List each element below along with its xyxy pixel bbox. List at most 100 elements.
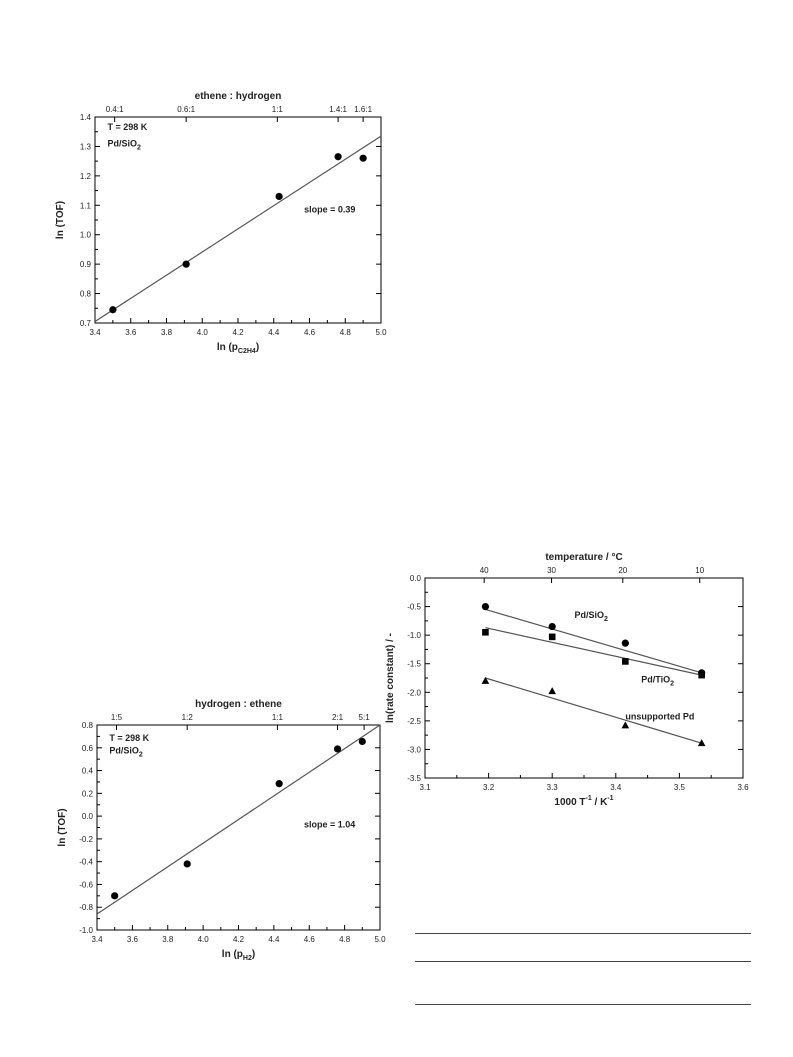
top-tick-label: 30 [547,566,556,575]
annotation: T = 298 K [108,122,148,132]
y-tick-label: 1.3 [80,142,92,151]
annotation-sub: 2 [670,681,674,688]
y-tick-label: 0.2 [82,789,94,798]
y-tick-label: 1.0 [80,231,92,240]
y-tick-label: -2.5 [407,717,421,726]
annotation-text: slope = 1.04 [304,820,355,830]
data-point-circle [111,892,119,900]
annotation: Pd/TiO2 [641,675,674,688]
y-axis-title: ln (TOF) [57,808,68,846]
top-axis-title: hydrogen : ethene [195,699,282,710]
annotation-text: T = 298 K [109,733,149,743]
annotation-text: Pd/SiO [108,138,138,148]
y-tick-label: 0.9 [80,260,92,269]
data-point-square [548,633,556,641]
x-axis-title-close: ) [252,949,255,960]
table-row [415,962,751,1005]
data-point-triangle [697,739,706,747]
y-tick-label: 0.8 [80,290,92,299]
annotation-sub: 2 [139,751,143,758]
x-axis-title-main: ln (p [222,949,243,960]
y-tick-label: 0.8 [82,721,94,730]
top-tick-label: 0.6:1 [177,105,195,114]
top-axis-title: ethene : hydrogen [195,91,282,102]
x-tick-label: 4.8 [339,935,351,944]
x-axis-title-unit-sup: -1 [607,795,613,802]
x-tick-label: 3.3 [547,783,559,792]
x-axis-title-main: 1000 T [554,797,585,808]
annotation: slope = 0.39 [304,205,355,215]
top-tick-label: 20 [618,566,627,575]
top-tick-label: 1:5 [111,713,123,722]
annotation-text: T = 298 K [108,122,148,132]
top-tick-label: 2:1 [332,713,344,722]
y-tick-label: 1.2 [80,172,92,181]
y-tick-label: 1.4 [80,113,92,122]
data-point-square [482,628,489,636]
top-tick-label: 1:1 [272,713,284,722]
x-axis-title-sub: H2 [243,955,252,962]
top-tick-label: 10 [695,566,704,575]
data-point-square [622,658,629,665]
annotation-text: slope = 0.39 [304,205,355,215]
top-axis-title: temperature / °C [545,552,622,563]
x-tick-label: 4.0 [197,328,209,337]
annotation-text: Pd/SiO [109,745,139,755]
annotation: Pd/SiO2 [574,610,608,623]
table-header-row [415,933,751,962]
x-tick-label: 4.0 [198,935,210,944]
annotation: slope = 1.04 [304,820,355,830]
x-tick-label: 4.2 [232,328,244,337]
annotation-sub: 2 [137,144,141,151]
fit-line [96,724,381,915]
x-axis-title-close: ) [256,342,259,353]
y-tick-label: 0.0 [82,812,94,821]
chart-c2: 3.4 3.6 3.8 4.0 4.2 4.4 4.6 4.8 5.0 -1.0 -0.8 -0.6 -… [57,699,386,962]
data-point-square [698,671,705,679]
x-tick-label: 3.2 [483,783,495,792]
data-point-circle [275,780,283,788]
fit-line [485,677,702,744]
x-axis-title-main: ln (p [217,342,238,353]
top-tick-label: 1.6:1 [354,105,372,114]
x-tick-label: 3.4 [610,783,622,792]
data-point-circle [334,153,342,161]
x-axis-title-sup: -1 [586,795,592,802]
y-tick-label: 0.6 [82,744,94,753]
y-tick-label: -2.0 [407,688,421,697]
table-fragment [415,933,751,1005]
y-axis-title: ln(rate constant) / - [385,633,396,723]
y-tick-label: -1.0 [79,926,93,935]
x-axis-title-unit: / K [592,797,608,808]
fit-line [485,627,702,676]
data-point-circle [275,192,283,201]
data-point-circle [183,860,191,868]
data-point-circle [109,306,117,314]
x-tick-label: 3.4 [89,328,101,337]
x-tick-label: 3.4 [91,935,103,944]
x-tick-label: 3.6 [127,935,139,944]
y-tick-label: 1.1 [80,201,92,210]
x-tick-label: 4.8 [340,328,352,337]
chart-c3: 3.1 3.2 3.3 3.4 3.5 3.6 -3.5 -3.0 -2.5 -2.0 -1.5 -1… [385,552,749,808]
data-point-circle [548,622,556,631]
x-tick-label: 5.0 [374,935,386,944]
annotation: Pd/SiO2 [108,138,142,151]
y-axis-title: ln (TOF) [55,201,66,239]
x-tick-label: 4.4 [268,328,280,337]
x-tick-label: 3.8 [162,935,174,944]
x-tick-label: 5.0 [375,328,387,337]
data-point-triangle [481,676,490,684]
y-tick-label: -3.5 [407,774,421,783]
y-tick-label: 0.4 [82,767,94,776]
x-tick-label: 3.1 [419,783,431,792]
top-tick-label: 0.4:1 [106,105,124,114]
annotation: T = 298 K [109,733,149,743]
y-tick-label: -0.4 [79,858,93,867]
data-point-circle [359,154,367,162]
data-point-circle [333,745,342,753]
y-tick-label: -1.0 [407,631,421,640]
x-tick-label: 4.6 [304,935,316,944]
data-point-circle [358,737,366,746]
